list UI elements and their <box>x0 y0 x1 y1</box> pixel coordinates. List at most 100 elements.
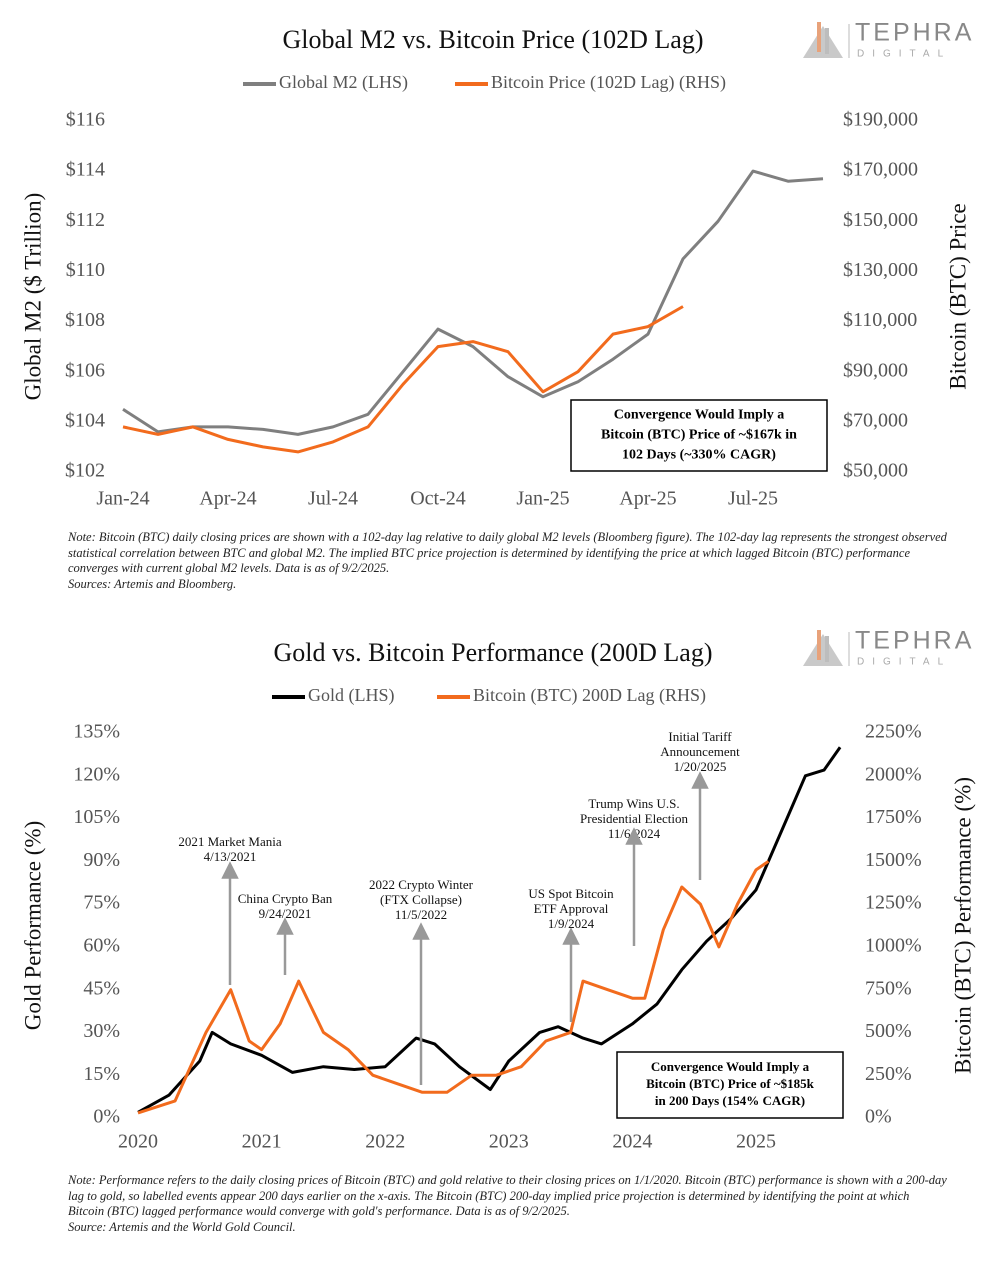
annotation-text: Bitcoin (BTC) Price of ~$167k in <box>601 428 797 443</box>
y2-tick-label: 2250% <box>865 721 922 743</box>
y-tick-label: 90% <box>83 849 120 871</box>
y-tick-label: $104 <box>65 409 105 431</box>
annotation-text: Convergence Would Imply a <box>614 408 784 423</box>
x-tick-label: Apr-24 <box>199 488 256 510</box>
y2-tick-label: $50,000 <box>843 460 908 482</box>
logo-name: TEPHRA <box>855 627 974 655</box>
series-line <box>137 860 770 1115</box>
logo-icon <box>817 22 821 52</box>
x-tick-label: 2022 <box>365 1131 405 1153</box>
y2-tick-label: 1500% <box>865 849 922 871</box>
y2-axis-title: Bitcoin (BTC) Price <box>945 203 970 390</box>
y2-tick-label: $190,000 <box>843 109 918 131</box>
event-label: ETF Approval <box>534 901 609 916</box>
logo-tagline: DIGITAL <box>857 49 951 60</box>
x-tick-label: Jul-25 <box>728 488 778 510</box>
event-label: Initial Tariff <box>668 729 732 744</box>
y-tick-label: 45% <box>83 977 120 999</box>
logo-icon <box>825 636 829 662</box>
y-tick-label: $112 <box>66 209 105 231</box>
event-label: Presidential Election <box>580 811 688 826</box>
series-line <box>122 169 824 436</box>
logo: TEPHRA DIGITAL <box>803 627 974 668</box>
y2-axis-title: Bitcoin (BTC) Performance (%) <box>950 777 975 1074</box>
chart: Gold vs. Bitcoin Performance (200D Lag) T… <box>20 627 975 1153</box>
chart-title: Global M2 vs. Bitcoin Price (102D Lag) <box>283 25 704 54</box>
y2-tick-label: $110,000 <box>843 309 917 331</box>
x-tick-label: 2025 <box>736 1131 776 1153</box>
x-tick-label: 2020 <box>118 1131 158 1153</box>
y2-tick-label: $150,000 <box>843 209 918 231</box>
y-tick-label: 120% <box>73 763 120 785</box>
series-line <box>137 746 842 1114</box>
logo-icon <box>803 634 843 666</box>
x-tick-label: 2023 <box>489 1131 529 1153</box>
legend-label: Bitcoin (BTC) 200D Lag (RHS) <box>473 685 706 706</box>
event-label: Announcement <box>660 744 740 759</box>
annotation-text: 102 Days (~330% CAGR) <box>622 448 776 463</box>
logo-icon <box>803 26 843 58</box>
y-tick-label: $102 <box>65 460 105 482</box>
y-tick-label: $116 <box>66 109 105 131</box>
notes: Note: Bitcoin (BTC) daily closing prices… <box>68 530 948 592</box>
note-text: Note: Bitcoin (BTC) daily closing prices… <box>68 530 947 575</box>
y-tick-label: 105% <box>73 806 120 828</box>
annotation-box <box>570 399 828 472</box>
note-text: Sources: Artemis and Bloomberg. <box>68 576 237 591</box>
y2-tick-label: $170,000 <box>843 159 918 181</box>
y2-tick-label: $130,000 <box>843 259 918 281</box>
note-text: Source: Artemis and the World Gold Counc… <box>68 1219 296 1234</box>
y-tick-label: $114 <box>66 159 105 181</box>
logo: TEPHRA DIGITAL <box>803 19 974 60</box>
note-text: Note: Performance refers to the daily cl… <box>68 1173 947 1218</box>
y2-tick-label: $70,000 <box>843 409 908 431</box>
event-label: 11/5/2022 <box>395 907 447 922</box>
y2-tick-label: 0% <box>865 1106 892 1128</box>
legend-label: Gold (LHS) <box>308 685 395 706</box>
x-tick-label: Jul-24 <box>308 488 358 510</box>
event-label: Trump Wins U.S. <box>588 796 679 811</box>
event-label: US Spot Bitcoin <box>528 886 614 901</box>
chart-title: Gold vs. Bitcoin Performance (200D Lag) <box>273 638 712 667</box>
logo-icon <box>817 630 821 660</box>
x-tick-label: 2021 <box>242 1131 282 1153</box>
legend-label: Global M2 (LHS) <box>279 72 408 93</box>
y2-tick-label: 1750% <box>865 806 922 828</box>
y2-tick-label: 1000% <box>865 934 922 956</box>
event-label: (FTX Collapse) <box>380 892 462 907</box>
event-label: 2022 Crypto Winter <box>369 877 474 892</box>
annotation-text: Bitcoin (BTC) Price of ~$185k <box>646 1076 815 1091</box>
logo-tagline: DIGITAL <box>857 657 951 668</box>
y-axis-title: Gold Performance (%) <box>20 821 45 1030</box>
y-tick-label: $106 <box>65 359 105 381</box>
x-tick-label: Oct-24 <box>410 488 466 510</box>
x-tick-label: Apr-25 <box>619 488 676 510</box>
annotation-text: in 200 Days (154% CAGR) <box>655 1093 805 1108</box>
annotation-text: Convergence Would Imply a <box>651 1059 810 1074</box>
y2-tick-label: 1250% <box>865 892 922 914</box>
y2-tick-label: 250% <box>865 1063 912 1085</box>
event-label: 1/9/2024 <box>548 916 595 931</box>
y2-tick-label: 750% <box>865 977 912 999</box>
legend-label: Bitcoin Price (102D Lag) (RHS) <box>491 72 726 93</box>
logo-name: TEPHRA <box>855 19 974 47</box>
y-tick-label: 75% <box>83 892 120 914</box>
y2-tick-label: 2000% <box>865 763 922 785</box>
annotation-box <box>616 1051 844 1119</box>
y-tick-label: 15% <box>83 1063 120 1085</box>
y-tick-label: 30% <box>83 1020 120 1042</box>
y-tick-label: $110 <box>66 259 105 281</box>
event-label: 2021 Market Mania <box>178 834 281 849</box>
series-line <box>122 305 684 454</box>
event-label: 1/20/2025 <box>674 759 727 774</box>
x-tick-label: Jan-25 <box>516 488 569 510</box>
y-tick-label: 0% <box>93 1106 120 1128</box>
event-label: China Crypto Ban <box>238 891 333 906</box>
x-tick-label: Jan-24 <box>96 488 149 510</box>
y-axis-title: Global M2 ($ Trillion) <box>20 193 45 401</box>
x-tick-label: 2024 <box>612 1131 652 1153</box>
y2-tick-label: $90,000 <box>843 359 908 381</box>
y-tick-label: 135% <box>73 721 120 743</box>
